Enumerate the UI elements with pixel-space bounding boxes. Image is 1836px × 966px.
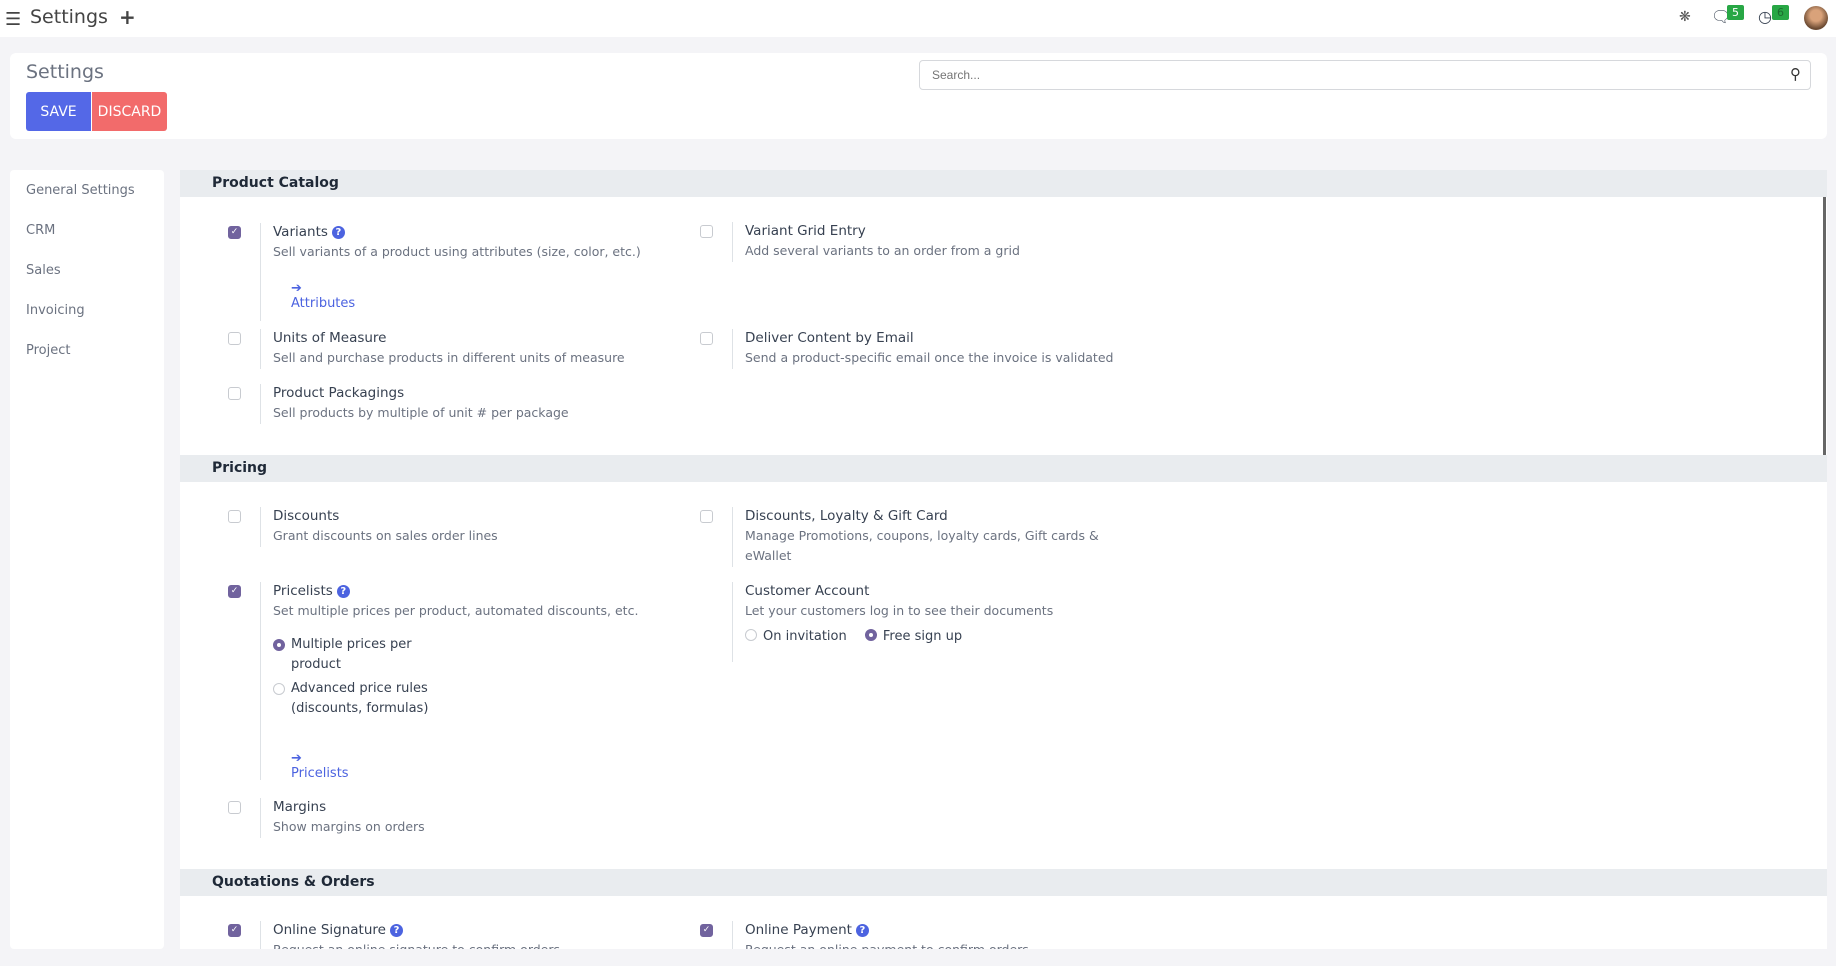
app-title: Settings	[30, 6, 108, 28]
help-icon[interactable]: ?	[331, 226, 345, 239]
pricelists-checkbox[interactable]: ✓	[228, 585, 241, 598]
pricelists-label: Pricelists	[273, 583, 333, 599]
radio-multiple-prices[interactable]: Multiple prices per product	[273, 635, 443, 675]
variants-label: Variants	[273, 224, 328, 240]
loyalty-checkbox[interactable]	[700, 510, 713, 523]
radio-free-signup[interactable]: Free sign up	[864, 629, 962, 644]
attributes-link-label[interactable]: Attributes	[291, 296, 356, 311]
sidebar-item-invoicing[interactable]: Invoicing	[26, 303, 85, 318]
variants-desc: Sell variants of a product using attribu…	[273, 244, 641, 259]
settings-main	[180, 170, 1827, 949]
search-icon[interactable]: ⚲	[1790, 65, 1801, 83]
signature-label: Online Signature	[273, 922, 386, 938]
pricelists-link[interactable]: ➔ Pricelists	[291, 751, 349, 781]
top-bar: ☰ Settings + ❋ 🗨 5 ◷ 6	[0, 0, 1836, 37]
radio-button[interactable]	[273, 683, 285, 695]
sidebar-item-crm[interactable]: CRM	[26, 223, 56, 238]
deliver-checkbox[interactable]	[700, 332, 713, 345]
margins-checkbox[interactable]	[228, 801, 241, 814]
loyalty-label: Discounts, Loyalty & Gift Card	[745, 508, 948, 524]
variant-grid-desc: Add several variants to an order from a …	[745, 243, 1020, 258]
pricelists-desc: Set multiple prices per product, automat…	[273, 603, 639, 618]
packagings-checkbox[interactable]	[228, 387, 241, 400]
control-panel: Settings SAVE DISCARD ⚲	[10, 53, 1827, 139]
sidebar-item-sales[interactable]: Sales	[26, 263, 61, 278]
messages-icon[interactable]: 🗨	[1711, 7, 1732, 26]
uom-label: Units of Measure	[273, 330, 387, 346]
signature-checkbox[interactable]: ✓	[228, 924, 241, 937]
save-button[interactable]: SAVE	[26, 92, 91, 131]
packagings-label: Product Packagings	[273, 385, 405, 401]
messages-badge: 5	[1727, 5, 1744, 20]
variant-grid-label: Variant Grid Entry	[745, 223, 866, 239]
signature-desc: Request an online signature to confirm o…	[273, 940, 673, 949]
scrollbar[interactable]	[1823, 170, 1826, 481]
customer-account-label: Customer Account	[745, 583, 870, 599]
payment-label: Online Payment	[745, 922, 852, 938]
packagings-desc: Sell products by multiple of unit # per …	[273, 405, 569, 420]
plus-icon[interactable]: +	[119, 5, 136, 29]
clock-icon[interactable]: ◷	[1758, 7, 1772, 26]
attributes-link[interactable]: ➔ Attributes	[291, 281, 356, 311]
menu-icon[interactable]: ☰	[5, 9, 22, 30]
sidebar-item-general-settings[interactable]: General Settings	[26, 183, 135, 198]
section-product-catalog: Product Catalog	[180, 170, 1827, 197]
pricelists-link-label[interactable]: Pricelists	[291, 766, 349, 781]
margins-label: Margins	[273, 799, 327, 815]
radio-button[interactable]	[273, 639, 285, 651]
quotations-clip: ✓ Online Signature? Request an online si…	[180, 895, 1827, 949]
help-icon[interactable]: ?	[389, 924, 403, 937]
bug-icon[interactable]: ❋	[1679, 9, 1691, 25]
uom-checkbox[interactable]	[228, 332, 241, 345]
radio-advanced-rules[interactable]: Advanced price rules (discounts, formula…	[273, 679, 458, 719]
payment-checkbox[interactable]: ✓	[700, 924, 713, 937]
section-pricing: Pricing	[180, 455, 1827, 482]
discard-button[interactable]: DISCARD	[92, 92, 167, 131]
sidebar-item-project[interactable]: Project	[26, 343, 71, 358]
discounts-desc: Grant discounts on sales order lines	[273, 528, 498, 543]
uom-desc: Sell and purchase products in different …	[273, 350, 625, 365]
user-avatar[interactable]	[1804, 6, 1828, 30]
deliver-desc: Send a product-specific email once the i…	[745, 350, 1114, 365]
margins-desc: Show margins on orders	[273, 819, 425, 834]
deliver-label: Deliver Content by Email	[745, 330, 914, 346]
radio-button[interactable]	[864, 629, 877, 641]
help-icon[interactable]: ?	[336, 585, 350, 598]
payment-desc: Request an online payment to confirm ord…	[745, 940, 1145, 949]
radio-button[interactable]	[745, 629, 757, 641]
section-quotations-orders: Quotations & Orders	[180, 869, 1827, 896]
activities-badge: 6	[1772, 5, 1789, 20]
variants-checkbox[interactable]: ✓	[228, 226, 241, 239]
help-icon[interactable]: ?	[855, 924, 869, 937]
loyalty-desc: Manage Promotions, coupons, loyalty card…	[745, 528, 1099, 563]
discounts-label: Discounts	[273, 508, 340, 524]
page-title: Settings	[26, 61, 104, 83]
radio-on-invitation[interactable]: On invitation	[745, 629, 847, 644]
discounts-checkbox[interactable]	[228, 510, 241, 523]
settings-sidebar: General Settings CRM Sales Invoicing Pro…	[10, 170, 164, 949]
customer-account-desc: Let your customers log in to see their d…	[745, 603, 1054, 618]
search-input[interactable]	[919, 60, 1811, 90]
variant-grid-checkbox[interactable]	[700, 225, 713, 238]
